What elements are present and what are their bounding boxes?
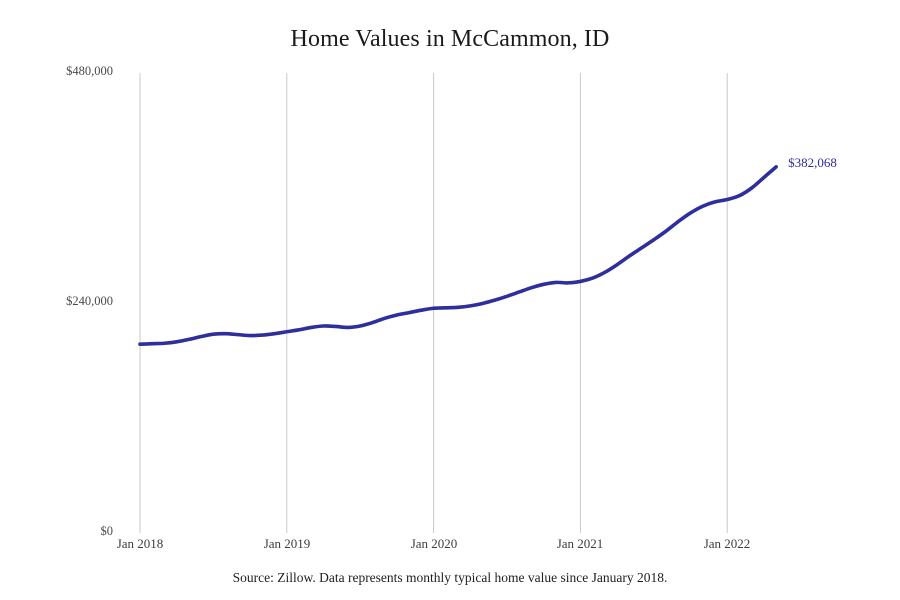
source-caption: Source: Zillow. Data represents monthly … bbox=[232, 570, 668, 585]
x-axis-tick-jan-2018: Jan 2018 bbox=[116, 536, 164, 551]
home-value-line-series bbox=[138, 165, 778, 347]
y-axis-tick-0: $0 bbox=[100, 524, 114, 538]
page-title: Home Values in McCammon, ID bbox=[290, 26, 610, 52]
x-axis-tick-jan-2021: Jan 2021 bbox=[556, 536, 604, 551]
gridlines-group bbox=[139, 73, 728, 533]
y-axis-tick-480000: $480,000 bbox=[66, 64, 113, 78]
x-axis-tick-jan-2022: Jan 2022 bbox=[703, 536, 751, 551]
y-axis-tick-240000: $240,000 bbox=[66, 294, 113, 308]
end-value-annotation: $382,068 bbox=[788, 154, 837, 170]
x-axis-tick-jan-2020: Jan 2020 bbox=[410, 536, 458, 551]
x-axis-tick-jan-2019: Jan 2019 bbox=[263, 536, 311, 551]
